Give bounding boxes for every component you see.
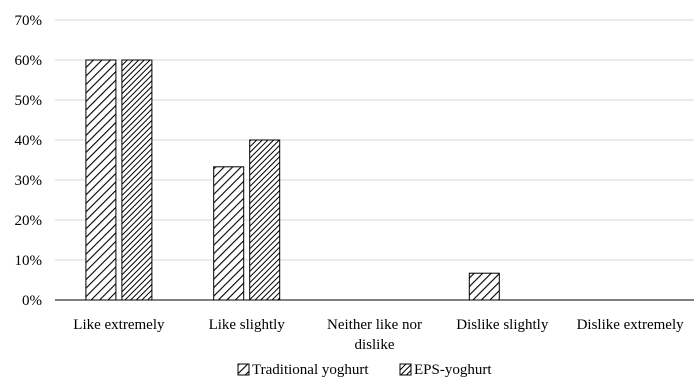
y-tick-label: 10%: [15, 253, 43, 269]
bar-eps-1: [249, 139, 281, 301]
y-tick-label: 0%: [22, 293, 42, 309]
y-tick-label: 40%: [15, 133, 43, 149]
x-category-label: Like slightly: [209, 317, 286, 333]
legend-label: Traditional yoghurt: [252, 362, 369, 378]
legend: Traditional yoghurt EPS-yoghurt: [237, 362, 492, 378]
legend-label: EPS-yoghurt: [414, 362, 492, 378]
bar-traditional-1: [213, 166, 245, 301]
y-tick-label: 20%: [15, 213, 43, 229]
gridlines: [55, 19, 694, 261]
y-tick-label: 50%: [15, 93, 43, 109]
x-category-label: dislike: [355, 337, 395, 353]
legend-swatch: [399, 363, 412, 376]
legend-swatch: [237, 363, 250, 376]
y-tick-label: 60%: [15, 53, 43, 69]
bar-traditional-3: [468, 272, 500, 301]
x-category-label: Dislike slightly: [456, 317, 549, 333]
y-axis-ticks: 0% 10% 20% 30% 40% 50% 60% 70%: [15, 13, 43, 309]
x-category-label: Neither like nor: [327, 317, 422, 333]
x-category-label: Like extremely: [73, 317, 165, 333]
bar-eps-0: [121, 59, 153, 301]
x-axis-categories: Like extremely Like slightly Neither like …: [73, 317, 684, 353]
y-tick-label: 70%: [15, 13, 43, 29]
y-tick-label: 30%: [15, 173, 43, 189]
x-category-label: Dislike extremely: [577, 317, 685, 333]
bar-traditional-0: [85, 59, 117, 301]
